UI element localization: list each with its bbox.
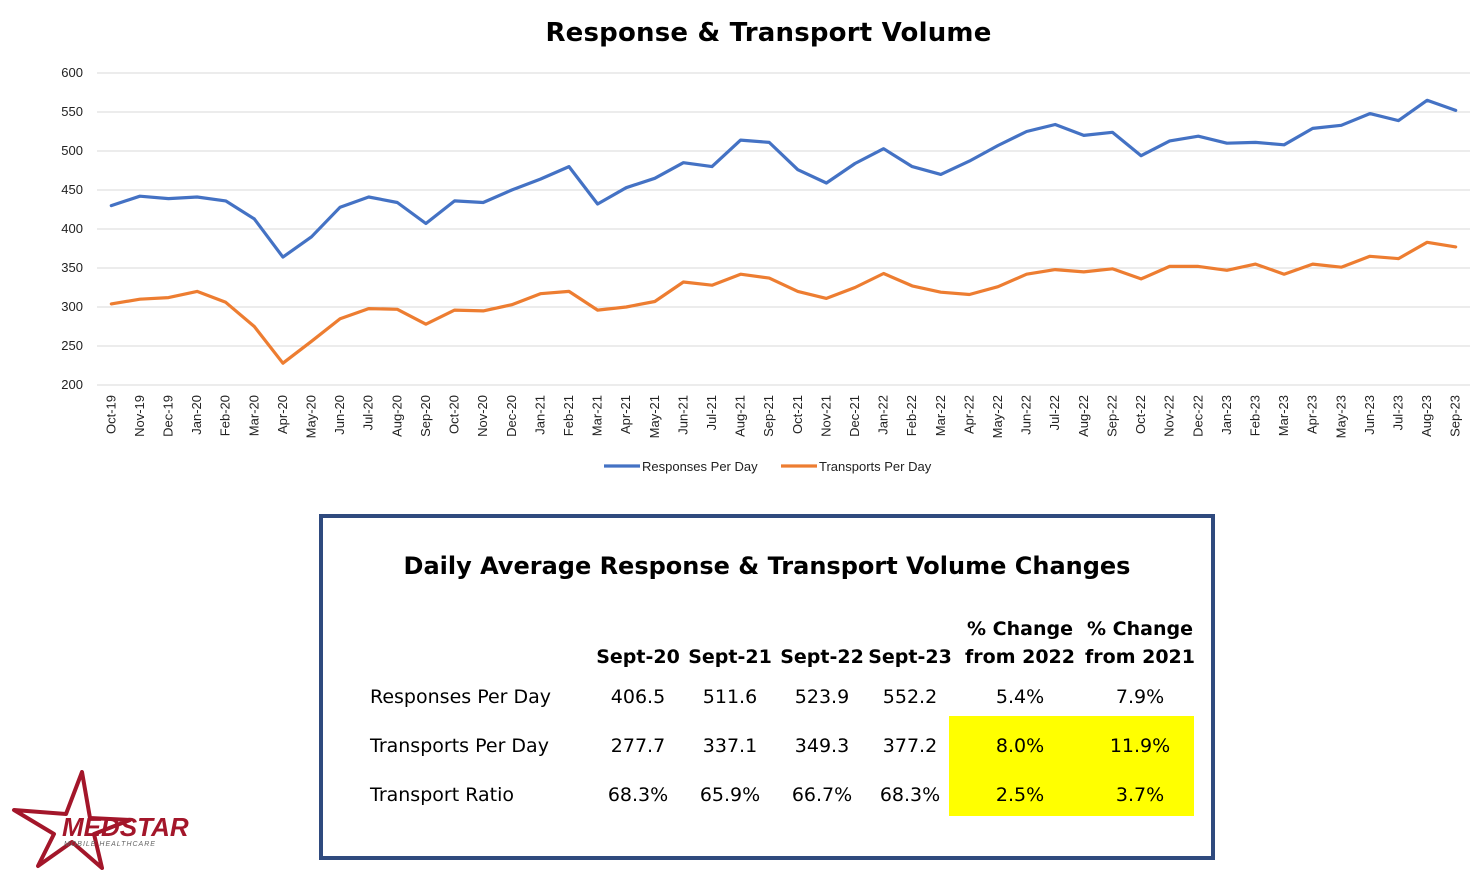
y-tick-label: 250 — [61, 338, 83, 353]
x-tick-label: Feb-23 — [1247, 395, 1262, 436]
x-tick-label: Apr-21 — [618, 395, 633, 434]
header-change-2021-line2: from 2021 — [1085, 646, 1195, 668]
x-tick-label: Apr-23 — [1305, 395, 1320, 434]
chart-title: Response & Transport Volume — [545, 18, 992, 48]
x-tick-label: Sep-23 — [1448, 395, 1463, 437]
table-cell: 349.3 — [794, 735, 850, 757]
header-sept-22: Sept-22 — [780, 646, 864, 668]
table-cell: 68.3% — [607, 784, 669, 806]
x-tick-label: Jul-21 — [704, 395, 719, 430]
table-cell: 66.7% — [791, 784, 853, 806]
table-cell: 3.7% — [1115, 784, 1165, 806]
x-tick-label: Jul-23 — [1390, 395, 1405, 430]
x-tick-label: Aug-21 — [733, 395, 748, 437]
x-tick-label: Dec-19 — [161, 395, 176, 437]
x-tick-label: Jul-20 — [361, 395, 376, 430]
star-icon — [12, 770, 132, 870]
x-tick-label: Sep-20 — [418, 395, 433, 437]
x-tick-label: Nov-19 — [132, 395, 147, 437]
x-tick-label: Nov-20 — [475, 395, 490, 437]
table-cell: 11.9% — [1109, 735, 1171, 757]
table-cell: 552.2 — [882, 686, 938, 708]
table-cell: 65.9% — [699, 784, 761, 806]
x-tick-label: Oct-19 — [103, 395, 118, 434]
row-label-responses: Responses Per Day — [370, 686, 552, 708]
x-tick-label: Mar-22 — [933, 395, 948, 436]
table-cell: 2.5% — [995, 784, 1045, 806]
y-tick-label: 600 — [61, 65, 83, 80]
x-tick-label: Jul-22 — [1047, 395, 1062, 430]
series-line — [109, 240, 1458, 365]
table-title: Daily Average Response & Transport Volum… — [403, 552, 1131, 580]
x-tick-label: Mar-21 — [590, 395, 605, 436]
x-tick-label: May-21 — [647, 395, 662, 438]
x-tick-label: Mar-20 — [246, 395, 261, 436]
row-label-transports: Transports Per Day — [370, 735, 549, 757]
x-tick-label: Aug-23 — [1419, 395, 1434, 437]
y-tick-label: 350 — [61, 260, 83, 275]
x-tick-label: Dec-21 — [847, 395, 862, 437]
x-tick-label: Feb-21 — [561, 395, 576, 436]
header-sept-23: Sept-23 — [868, 646, 952, 668]
x-tick-label: Jan-22 — [876, 395, 891, 435]
legend-label: Transports Per Day — [819, 459, 932, 474]
x-tick-label: Jun-22 — [1019, 395, 1034, 435]
x-tick-label: Nov-21 — [818, 395, 833, 437]
x-tick-label: Apr-20 — [275, 395, 290, 434]
x-tick-label: Jun-21 — [675, 395, 690, 435]
medstar-logo: MEDSTAR MOBILE HEALTHCARE — [12, 770, 189, 870]
table-cell: 5.4% — [995, 686, 1045, 708]
x-tick-label: Sep-21 — [761, 395, 776, 437]
x-tick-label: May-22 — [990, 395, 1005, 438]
x-tick-label: Apr-22 — [961, 395, 976, 434]
series-line — [109, 98, 1458, 259]
line-chart: 200 250 300 350 400 450 500 550 600 Oct-19 Nov-19 D… — [61, 65, 1470, 474]
x-tick-label: Jun-20 — [332, 395, 347, 435]
volume-changes-table: Daily Average Response & Transport Volum… — [319, 514, 1215, 860]
x-tick-label: Sep-22 — [1104, 395, 1119, 437]
header-sept-21: Sept-21 — [688, 646, 772, 668]
row-label-ratio: Transport Ratio — [370, 784, 514, 806]
x-tick-label: Oct-22 — [1133, 395, 1148, 434]
y-tick-label: 400 — [61, 221, 83, 236]
y-tick-label: 550 — [61, 104, 83, 119]
x-tick-label: Feb-20 — [218, 395, 233, 436]
x-tick-label: Dec-22 — [1190, 395, 1205, 437]
highlight-transports — [949, 716, 1194, 816]
y-tick-label: 200 — [61, 377, 83, 392]
header-change-2022-line2: from 2022 — [965, 646, 1075, 668]
x-tick-label: May-20 — [304, 395, 319, 438]
y-tick-label: 450 — [61, 182, 83, 197]
x-tick-label: Dec-20 — [504, 395, 519, 437]
x-tick-label: Jan-20 — [189, 395, 204, 435]
x-tick-label: Aug-20 — [389, 395, 404, 437]
x-tick-label: Nov-22 — [1162, 395, 1177, 437]
x-tick-label: Oct-20 — [447, 395, 462, 434]
table-cell: 277.7 — [610, 735, 666, 757]
legend-label: Responses Per Day — [642, 459, 758, 474]
table-cell: 523.9 — [794, 686, 850, 708]
table-cell: 8.0% — [995, 735, 1045, 757]
x-tick-label: Oct-21 — [790, 395, 805, 434]
logo-wordmark: MEDSTAR — [62, 812, 189, 842]
y-tick-label: 300 — [61, 299, 83, 314]
x-tick-label: Jan-21 — [532, 395, 547, 435]
table-cell: 7.9% — [1115, 686, 1165, 708]
logo-tagline: MOBILE HEALTHCARE — [64, 841, 156, 848]
x-tick-label: May-23 — [1333, 395, 1348, 438]
table-cell: 511.6 — [702, 686, 758, 708]
table-cell: 337.1 — [702, 735, 758, 757]
table-cell: 377.2 — [882, 735, 938, 757]
x-tick-label: Jan-23 — [1219, 395, 1234, 435]
header-sept-20: Sept-20 — [596, 646, 680, 668]
table-cell: 406.5 — [610, 686, 666, 708]
header-change-2022-line1: % Change — [967, 618, 1073, 640]
x-tick-label: Aug-22 — [1076, 395, 1091, 437]
y-tick-label: 500 — [61, 143, 83, 158]
x-tick-label: Jun-23 — [1362, 395, 1377, 435]
x-tick-label: Mar-23 — [1276, 395, 1291, 436]
table-cell: 68.3% — [879, 784, 941, 806]
x-tick-label: Feb-22 — [904, 395, 919, 436]
header-change-2021-line1: % Change — [1087, 618, 1193, 640]
